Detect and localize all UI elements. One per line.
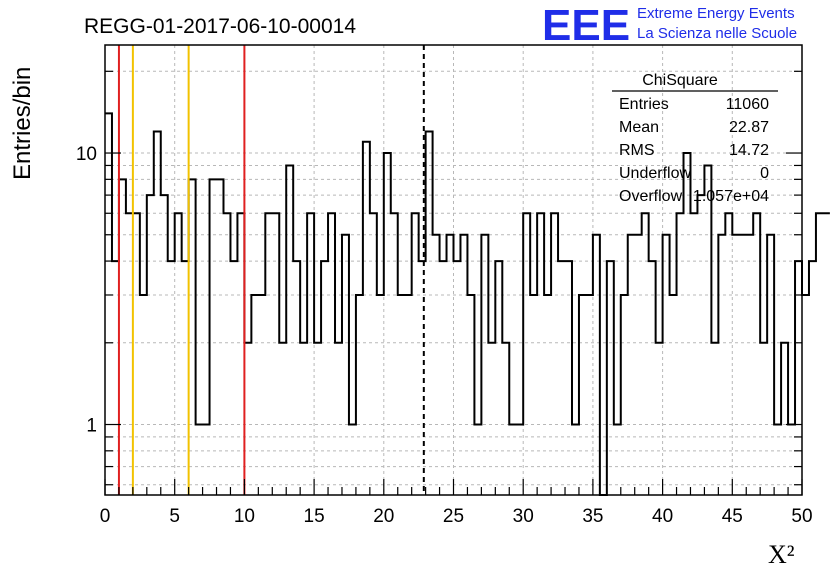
stats-value-rms: 14.72 xyxy=(729,142,769,159)
eee-logo: EEE Extreme Energy Events La Scienza nel… xyxy=(542,1,797,50)
stats-value-mean: 22.87 xyxy=(729,119,769,136)
stats-label-entries: Entries xyxy=(619,96,669,113)
stats-value-entries: 11060 xyxy=(726,96,769,113)
x-tick-label: 30 xyxy=(513,506,534,527)
x-tick-label: 10 xyxy=(234,506,255,527)
x-tick-label: 25 xyxy=(443,506,464,527)
eee-logo-line2: La Scienza nelle Scuole xyxy=(637,25,797,42)
stats-value-underflow: 0 xyxy=(760,165,769,182)
x-tick-labels: 0 5 10 15 20 25 30 35 40 45 50 xyxy=(100,506,813,527)
marker-lines xyxy=(117,45,425,495)
x-tick-label: 50 xyxy=(791,506,812,527)
x-axis-title: X² xyxy=(768,540,795,569)
stats-value-overflow: 1.057e+04 xyxy=(693,188,769,205)
stats-label-overflow: Overflow xyxy=(619,188,683,205)
y-axis-title: Entries/bin xyxy=(9,67,36,180)
x-tick-label: 40 xyxy=(652,506,673,527)
stats-label-rms: RMS xyxy=(619,142,655,159)
eee-logo-mark: EEE xyxy=(542,1,630,50)
x-tick-label: 5 xyxy=(169,506,180,527)
y-tick-label: 10 xyxy=(76,144,97,165)
axis-ticks xyxy=(104,70,803,495)
y-tick-labels: 1 10 xyxy=(76,144,97,436)
eee-logo-line1: Extreme Energy Events xyxy=(637,5,795,22)
x-tick-label: 15 xyxy=(304,506,325,527)
x-tick-label: 0 xyxy=(100,506,111,527)
x-tick-label: 35 xyxy=(582,506,603,527)
x-tick-label: 20 xyxy=(373,506,394,527)
stats-box-title: ChiSquare xyxy=(642,72,718,89)
x-tick-label: 45 xyxy=(722,506,743,527)
stats-box: ChiSquare Entries 11060 Mean 22.87 RMS 1… xyxy=(612,72,778,205)
chart-title: REGG-01-2017-06-10-00014 xyxy=(84,15,356,38)
y-tick-label: 1 xyxy=(86,416,97,437)
histogram xyxy=(105,112,830,496)
stats-label-underflow: Underflow xyxy=(619,165,691,182)
stats-label-mean: Mean xyxy=(619,119,659,136)
histogram-outline xyxy=(105,112,830,496)
